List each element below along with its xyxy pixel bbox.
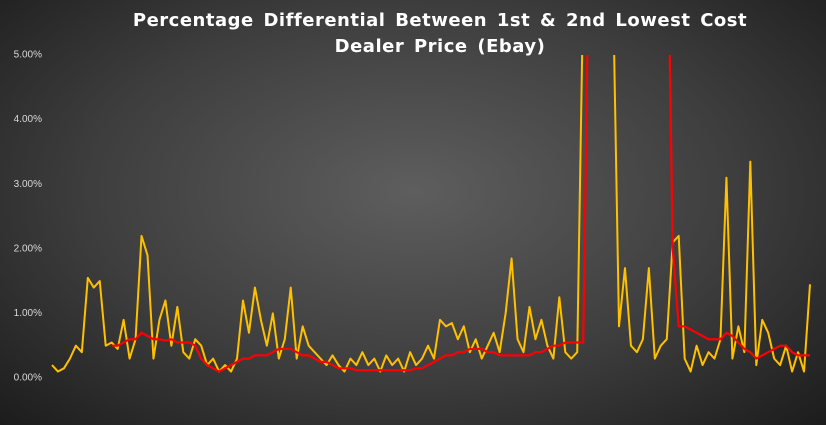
y-tick-label: 0.00%: [14, 373, 42, 384]
series-line: [111, 55, 810, 373]
y-tick-label: 3.00%: [14, 179, 42, 190]
y-tick-label: 2.00%: [14, 243, 42, 254]
y-tick-label: 1.00%: [14, 308, 42, 319]
y-tick-label: 4.00%: [14, 114, 42, 125]
plot-area: [51, 55, 811, 373]
y-tick-label: 5.00%: [14, 50, 42, 61]
chart-title: Percentage Differential Between 1st & 2n…: [132, 10, 748, 57]
series-line: [51, 55, 811, 373]
